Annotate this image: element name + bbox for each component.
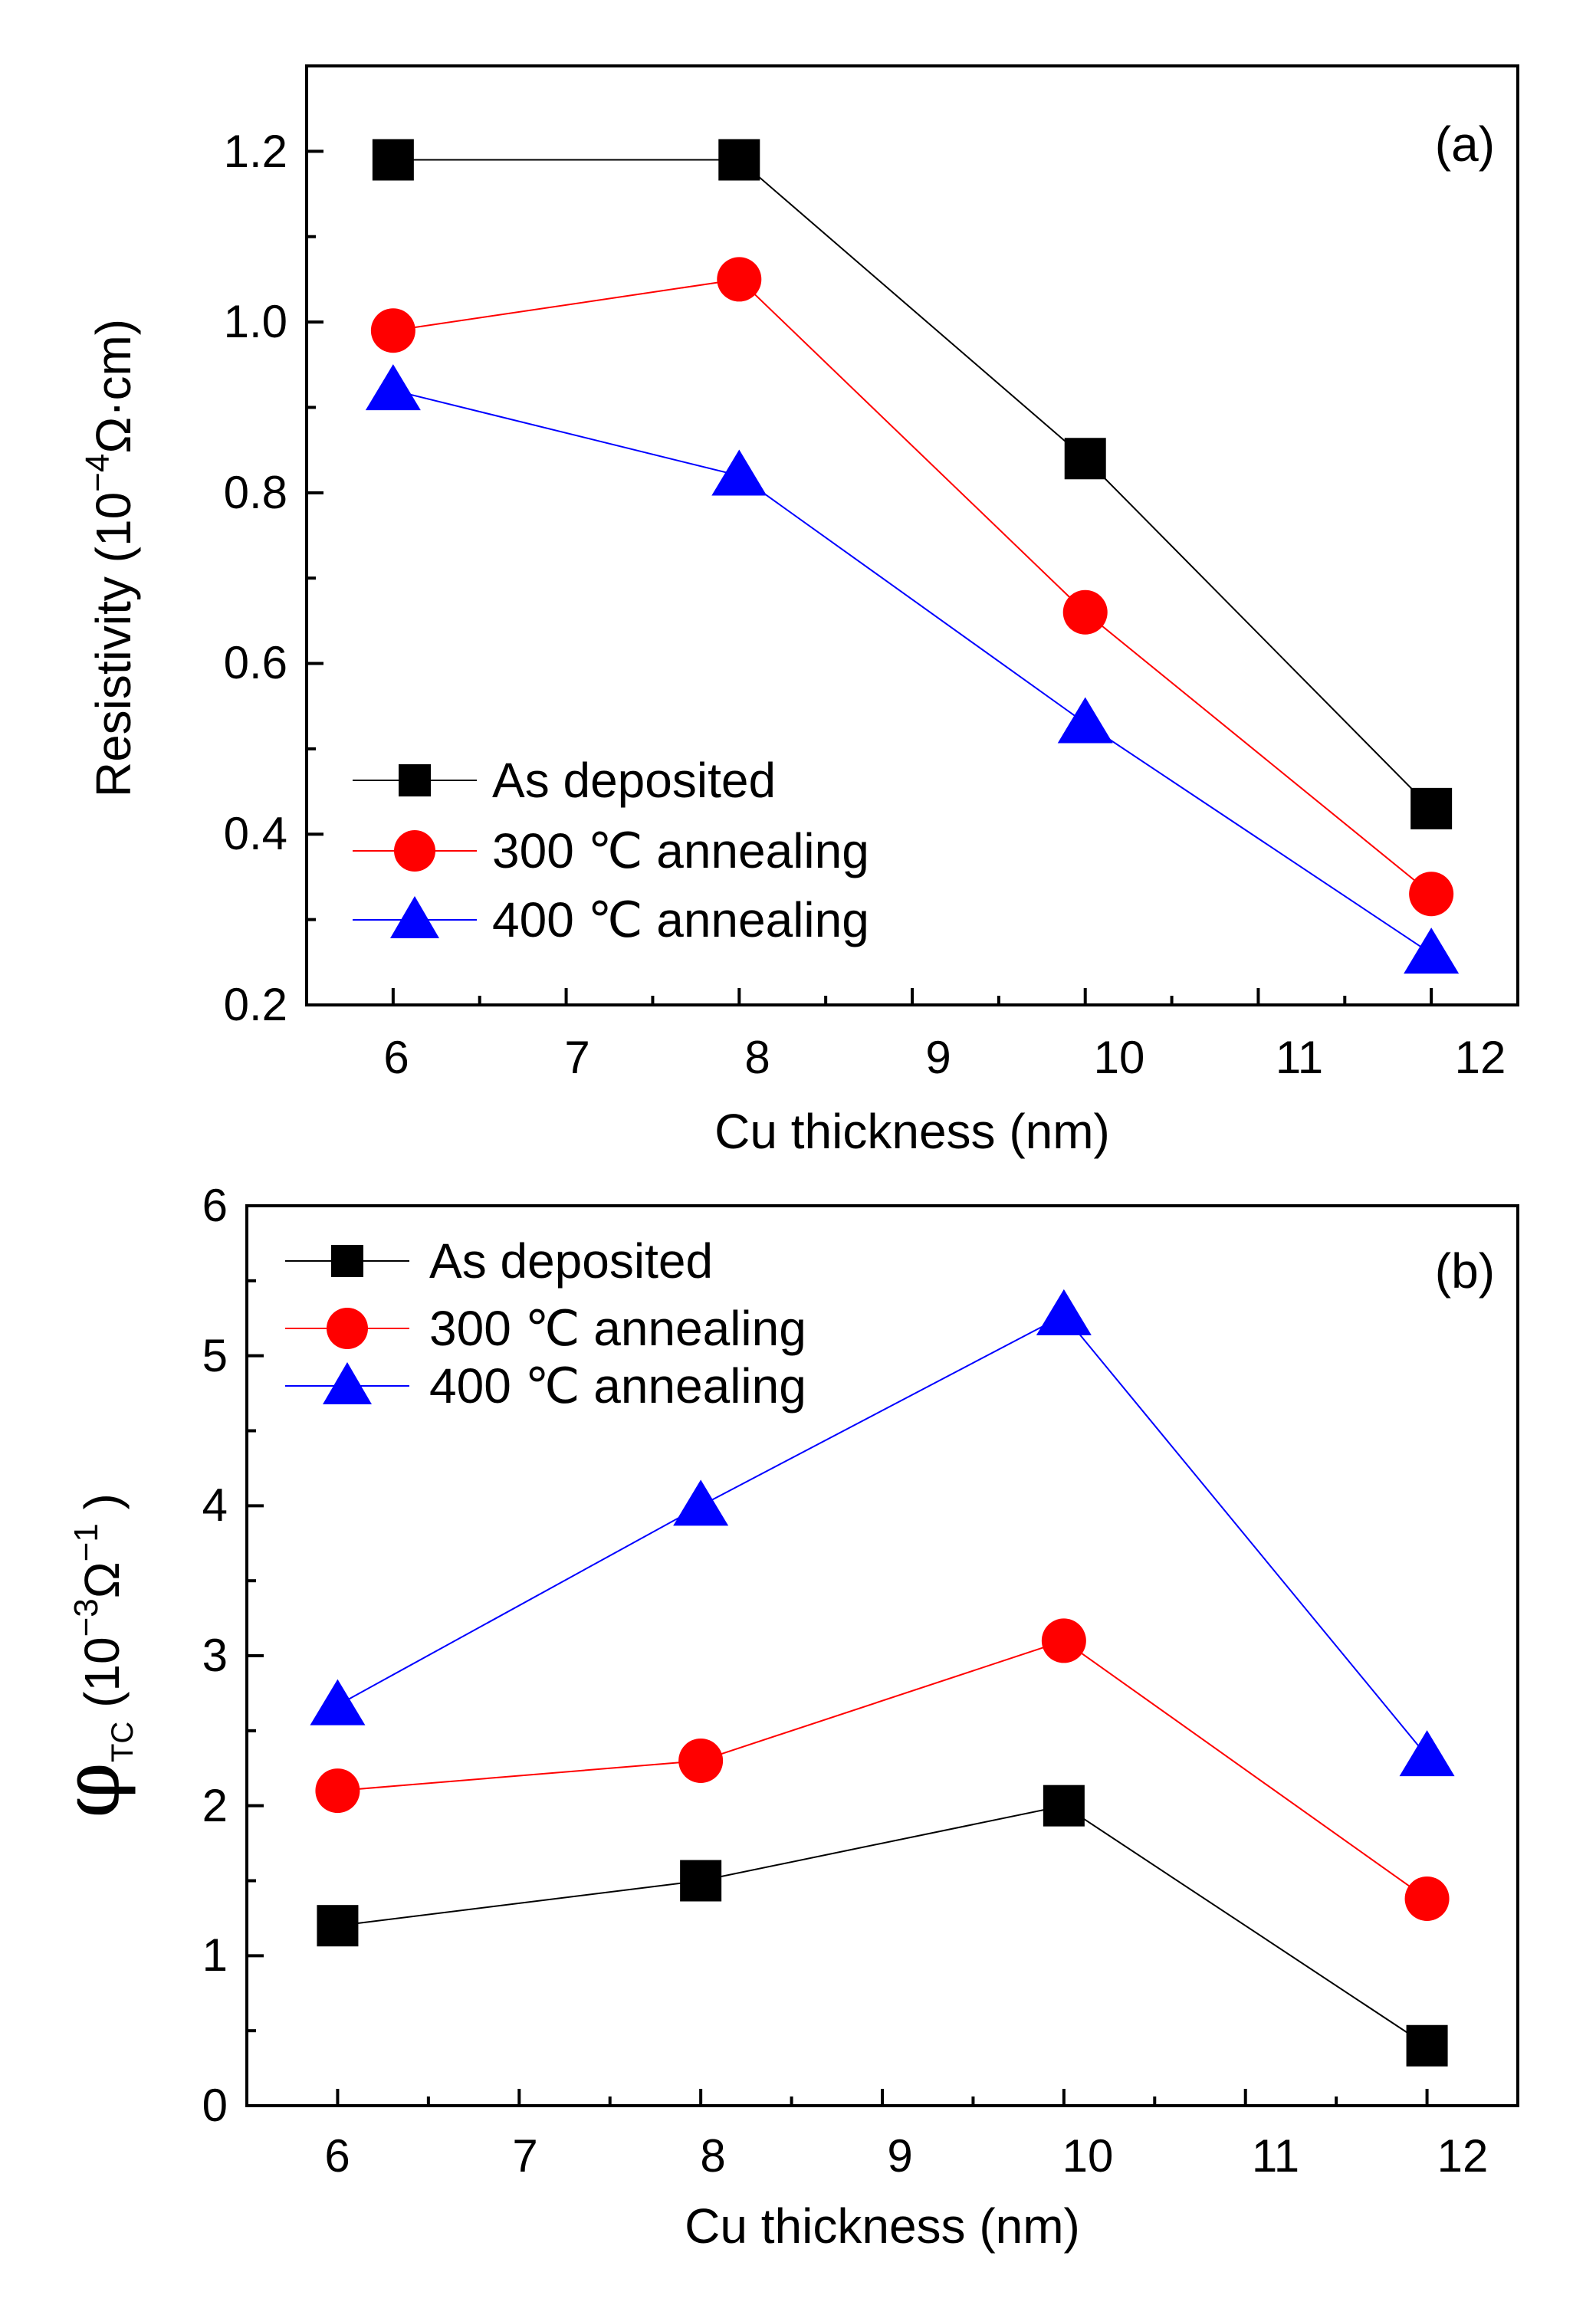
legend-label: As deposited [429, 1233, 713, 1289]
x-tick-label: 12 [1437, 2130, 1489, 2182]
x-tick-label: 9 [925, 1032, 951, 1083]
y-title-prefix: Resistivity (10 [86, 492, 141, 797]
legend-a: As deposited 300 ℃ annealing 400 ℃ annea… [353, 753, 869, 947]
y-title-suffix: ) [74, 1493, 130, 1523]
data-point-triangle [1399, 1730, 1455, 1777]
data-point-circle [1409, 872, 1454, 917]
y-axis-title-b: φTC (10−3Ω−1 ) [44, 1493, 140, 1818]
data-point-square [1064, 438, 1106, 480]
x-tick-label: 7 [564, 1032, 589, 1083]
x-axis-title-a: Cu thickness (nm) [714, 1104, 1110, 1159]
legend-label: 400 ℃ annealing [492, 892, 869, 947]
data-point-square [718, 139, 760, 181]
data-point-circle [315, 1768, 360, 1814]
series-line [337, 1804, 1428, 2047]
x-tick-label: 8 [744, 1032, 770, 1083]
y-tick-label: 0.2 [224, 979, 287, 1030]
data-point-square [1406, 2024, 1448, 2067]
y-tick-label: 0.8 [224, 467, 287, 518]
y-title-superscript-2: −1 [67, 1523, 105, 1561]
axes-ticks-b [245, 1204, 1519, 2107]
x-tick-label: 10 [1094, 1032, 1145, 1083]
legend-b: As deposited 300 ℃ annealing 400 ℃ annea… [285, 1233, 806, 1414]
y-title-ohm: Ω [74, 1561, 130, 1598]
series-line [392, 389, 1432, 955]
series-line [337, 1314, 1428, 1757]
legend-label: 400 ℃ annealing [429, 1358, 806, 1414]
legend-marker-circle [327, 1308, 368, 1349]
data-point-circle [1062, 589, 1108, 635]
phi-subscript: TC [106, 1722, 140, 1762]
y-tick-label: 0.4 [224, 808, 287, 859]
legend-marker-square [399, 764, 431, 796]
panel-label-a: (a) [1435, 117, 1495, 172]
y-tick-label: 3 [202, 1630, 228, 1681]
y-tick-label: 1.0 [224, 296, 287, 347]
data-point-circle [1041, 1618, 1086, 1663]
axes-ticks-a [305, 64, 1519, 1006]
y-tick-label: 0.6 [224, 637, 287, 688]
y-axis-title-a: Resistivity (10−4Ω·cm) [79, 319, 141, 797]
data-point-triangle [711, 449, 767, 496]
series-line [337, 1640, 1428, 1899]
x-tick-label: 11 [1276, 1032, 1323, 1083]
y-tick-label: 1.2 [224, 126, 287, 177]
data-point-circle [717, 257, 762, 302]
legend-label: As deposited [492, 753, 776, 808]
y-title-b-text: φTC (10−3Ω−1 ) [44, 1493, 140, 1818]
x-tick-label: 7 [512, 2130, 537, 2182]
data-point-square [317, 1905, 359, 1947]
x-tick-label: 12 [1455, 1032, 1506, 1083]
data-point-triangle [1057, 697, 1113, 744]
data-point-circle [370, 308, 415, 353]
x-axis-title-b: Cu thickness (nm) [685, 2198, 1080, 2254]
panel-a: 0.2 0.4 0.6 0.8 1.0 1.2 6 7 8 9 10 11 12… [79, 64, 1519, 1159]
data-point-triangle [365, 364, 421, 411]
y-title-superscript: −3 [67, 1598, 105, 1637]
x-tick-label: 8 [700, 2130, 725, 2182]
y-tick-label: 5 [202, 1330, 228, 1381]
series-group-a [365, 139, 1460, 974]
data-point-square [1410, 787, 1453, 829]
legend-label: 300 ℃ annealing [429, 1301, 806, 1356]
legend-marker-triangle [390, 896, 439, 938]
x-tick-label: 9 [887, 2130, 912, 2182]
panel-b: 0 1 2 3 4 5 6 6 7 8 9 10 11 12 Cu thickn… [44, 1180, 1519, 2254]
x-tick-label: 11 [1252, 2130, 1299, 2182]
series-line [392, 159, 1432, 809]
legend-label: 300 ℃ annealing [492, 823, 869, 878]
y-title-prefix: (10 [74, 1637, 130, 1721]
phi-symbol: φ [44, 1762, 138, 1818]
y-title-superscript: −4 [79, 454, 117, 492]
x-tick-label: 6 [383, 1032, 409, 1083]
data-point-triangle [310, 1679, 366, 1725]
series-group-b [310, 1289, 1455, 2067]
data-point-circle [678, 1738, 724, 1783]
x-tick-label: 6 [324, 2130, 350, 2182]
legend-marker-square [331, 1245, 363, 1277]
plot-frame-a [305, 64, 1519, 1006]
y-tick-label: 0 [202, 2080, 228, 2131]
data-point-triangle [1036, 1289, 1092, 1335]
y-tick-label: 2 [202, 1780, 228, 1831]
data-point-triangle [673, 1479, 729, 1526]
panel-label-b: (b) [1435, 1243, 1495, 1299]
data-point-square [372, 139, 414, 181]
data-point-triangle [1404, 928, 1460, 974]
y-tick-label: 1 [202, 1929, 228, 1981]
data-point-square [680, 1860, 722, 1902]
data-point-circle [1404, 1876, 1450, 1921]
y-tick-label: 6 [202, 1180, 228, 1231]
x-tick-label: 10 [1062, 2130, 1114, 2182]
series-line [392, 278, 1432, 895]
data-point-square [1043, 1785, 1085, 1827]
legend-marker-triangle [323, 1362, 372, 1404]
y-title-suffix: Ω·cm) [86, 319, 141, 454]
legend-marker-circle [394, 830, 435, 872]
y-tick-label: 4 [202, 1479, 228, 1531]
